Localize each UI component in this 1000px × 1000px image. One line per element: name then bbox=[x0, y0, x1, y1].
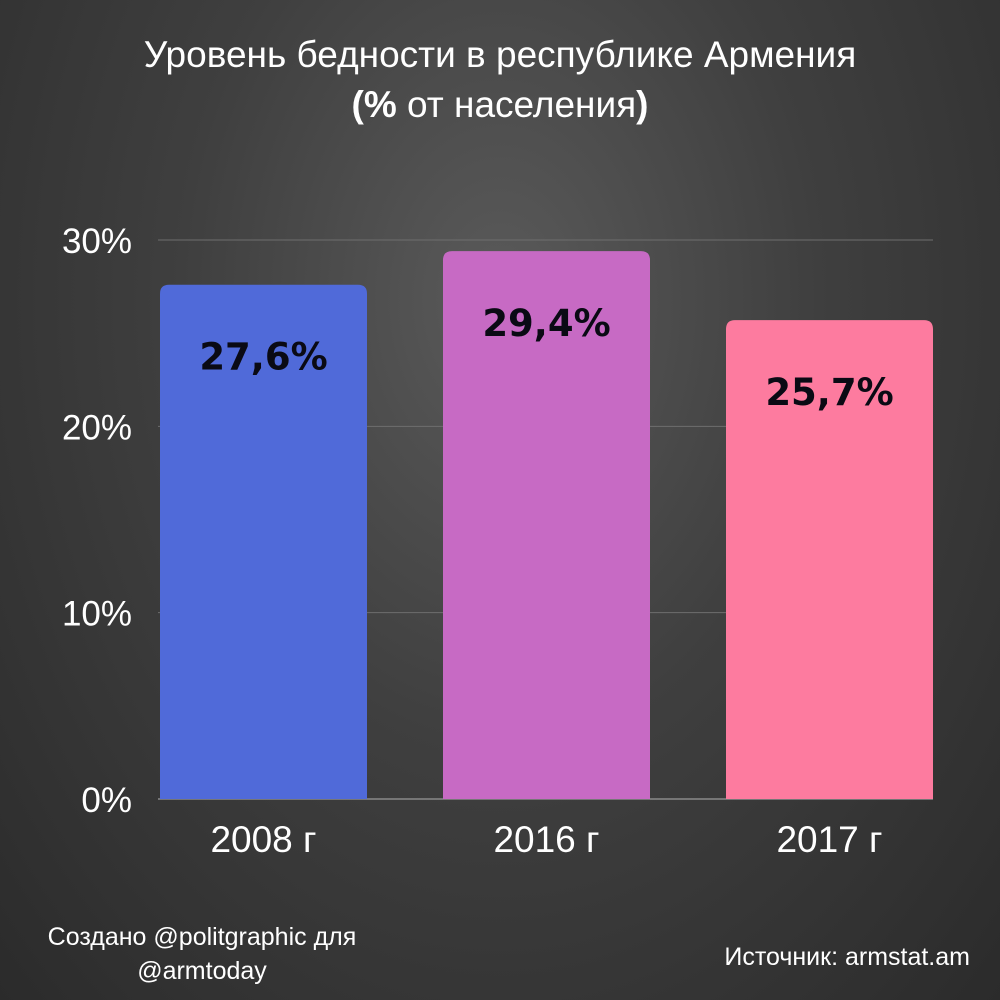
labels-layer: 27,6% 29,4% 25,7% bbox=[199, 302, 893, 414]
y-tick-label: 20% bbox=[62, 408, 132, 447]
bar bbox=[726, 320, 933, 799]
bars-layer bbox=[160, 251, 933, 800]
chart-title-line1: Уровень бедности в республике Армения bbox=[143, 34, 857, 75]
y-tick-label: 0% bbox=[81, 781, 132, 820]
credit-text: Создано @politgraphic для @armtoday bbox=[22, 920, 382, 988]
bar-value-label: 29,4% bbox=[482, 302, 610, 345]
credit-line2: @armtoday bbox=[137, 957, 267, 985]
title-paren-open: ( bbox=[351, 84, 364, 125]
chart-title: Уровень бедности в республике Армения (%… bbox=[0, 30, 1000, 130]
x-tick-label: 2017 г bbox=[776, 819, 882, 860]
source-text: Источник: armstat.am bbox=[724, 943, 970, 971]
title-paren-close: ) bbox=[636, 84, 649, 125]
bar bbox=[443, 251, 650, 799]
x-tick-label: 2016 г bbox=[493, 819, 599, 860]
title-percent-sign: % bbox=[363, 84, 397, 125]
bar bbox=[160, 284, 367, 800]
x-axis: 2008 г 2016 г 2017 г bbox=[210, 819, 882, 860]
bar-value-label: 27,6% bbox=[199, 336, 327, 379]
bar-value-label: 25,7% bbox=[765, 371, 893, 414]
credit-line1: Создано @politgraphic для bbox=[47, 923, 357, 951]
y-tick-label: 30% bbox=[62, 222, 132, 261]
y-axis: 0% 10% 20% 30% bbox=[62, 222, 132, 820]
y-tick-label: 10% bbox=[62, 595, 132, 634]
title-subtitle-text: от населения bbox=[396, 84, 637, 125]
chart-title-line2: (% от населения) bbox=[0, 80, 1000, 130]
x-tick-label: 2008 г bbox=[210, 819, 316, 860]
